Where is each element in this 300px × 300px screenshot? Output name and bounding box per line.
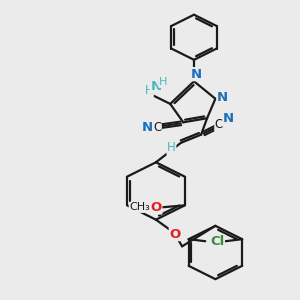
Text: N: N xyxy=(217,91,228,104)
Text: F: F xyxy=(214,235,223,248)
Text: H: H xyxy=(144,84,153,97)
Text: CH₃: CH₃ xyxy=(129,202,150,212)
Text: O: O xyxy=(169,227,181,241)
Text: N: N xyxy=(150,80,161,93)
Text: C: C xyxy=(153,121,161,134)
Text: Cl: Cl xyxy=(210,235,224,248)
Text: N: N xyxy=(191,68,202,81)
Text: O: O xyxy=(151,201,162,214)
Text: N: N xyxy=(223,112,234,125)
Text: H: H xyxy=(159,77,167,87)
Text: C: C xyxy=(215,118,223,131)
Text: H: H xyxy=(167,142,176,154)
Text: N: N xyxy=(142,121,153,134)
